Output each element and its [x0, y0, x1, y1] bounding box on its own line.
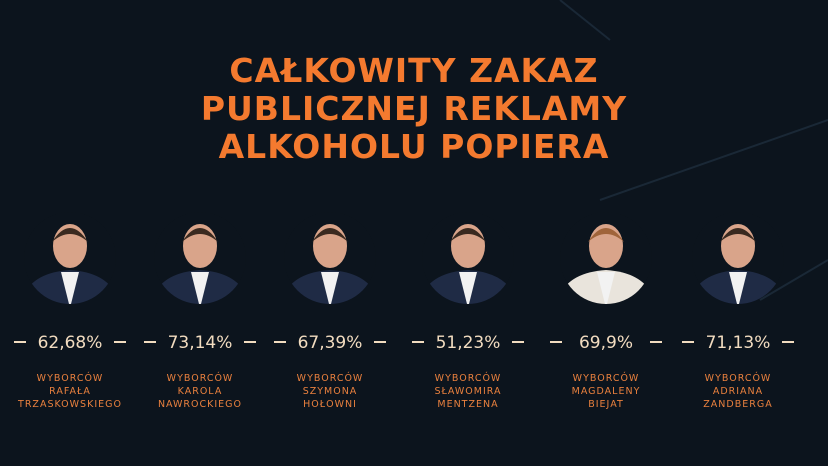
title-line: ALKOHOLU POPIERA: [219, 127, 610, 166]
hair: [182, 228, 218, 242]
voter-label: WYBORCÓW: [573, 372, 640, 384]
hair: [720, 228, 756, 242]
percentage: 73,14%: [168, 333, 233, 353]
voter-label: SŁAWOMIRA: [435, 386, 502, 397]
voter-label: WYBORCÓW: [37, 372, 104, 384]
title-line: CAŁKOWITY ZAKAZ: [229, 51, 598, 90]
percentage: 67,39%: [298, 333, 363, 353]
shirt: [597, 272, 615, 304]
candidate: 67,39% WYBORCÓW SZYMONA HOŁOWNI: [274, 212, 386, 410]
shirt: [61, 272, 79, 304]
title-line: PUBLICZNEJ REKLAMY: [201, 89, 627, 128]
photo: [692, 212, 784, 304]
voter-label: MENTZENA: [437, 399, 498, 410]
percentage: 51,23%: [436, 333, 501, 353]
percentage: 71,13%: [706, 333, 771, 353]
voter-label: WYBORCÓW: [705, 372, 772, 384]
voter-label: ADRIANA: [713, 386, 763, 397]
shirt: [729, 272, 747, 304]
voter-label: WYBORCÓW: [435, 372, 502, 384]
voter-label: HOŁOWNI: [303, 399, 357, 410]
voter-label: TRZASKOWSKIEGO: [17, 399, 122, 410]
voter-label: BIEJAT: [588, 399, 624, 410]
shirt: [459, 272, 477, 304]
shirt: [321, 272, 339, 304]
voter-label: ZANDBERGA: [703, 399, 772, 410]
hair: [52, 228, 88, 242]
percentage: 69,9%: [579, 333, 633, 353]
shirt: [191, 272, 209, 304]
voter-label: RAFAŁA: [49, 386, 91, 397]
hair: [450, 228, 486, 242]
hair: [312, 228, 348, 242]
voter-label: KAROLA: [178, 386, 223, 397]
hair: [588, 228, 624, 242]
candidate: 71,13% WYBORCÓW ADRIANA ZANDBERGA: [682, 212, 794, 410]
voter-label: WYBORCÓW: [167, 372, 234, 384]
percentage: 62,68%: [38, 333, 103, 353]
voter-label: SZYMONA: [303, 386, 358, 397]
decoration: [559, 0, 828, 301]
photo: [284, 212, 376, 304]
voter-label: WYBORCÓW: [297, 372, 364, 384]
voter-label: MAGDALENY: [572, 386, 641, 397]
voter-label: NAWROCKIEGO: [158, 399, 242, 410]
